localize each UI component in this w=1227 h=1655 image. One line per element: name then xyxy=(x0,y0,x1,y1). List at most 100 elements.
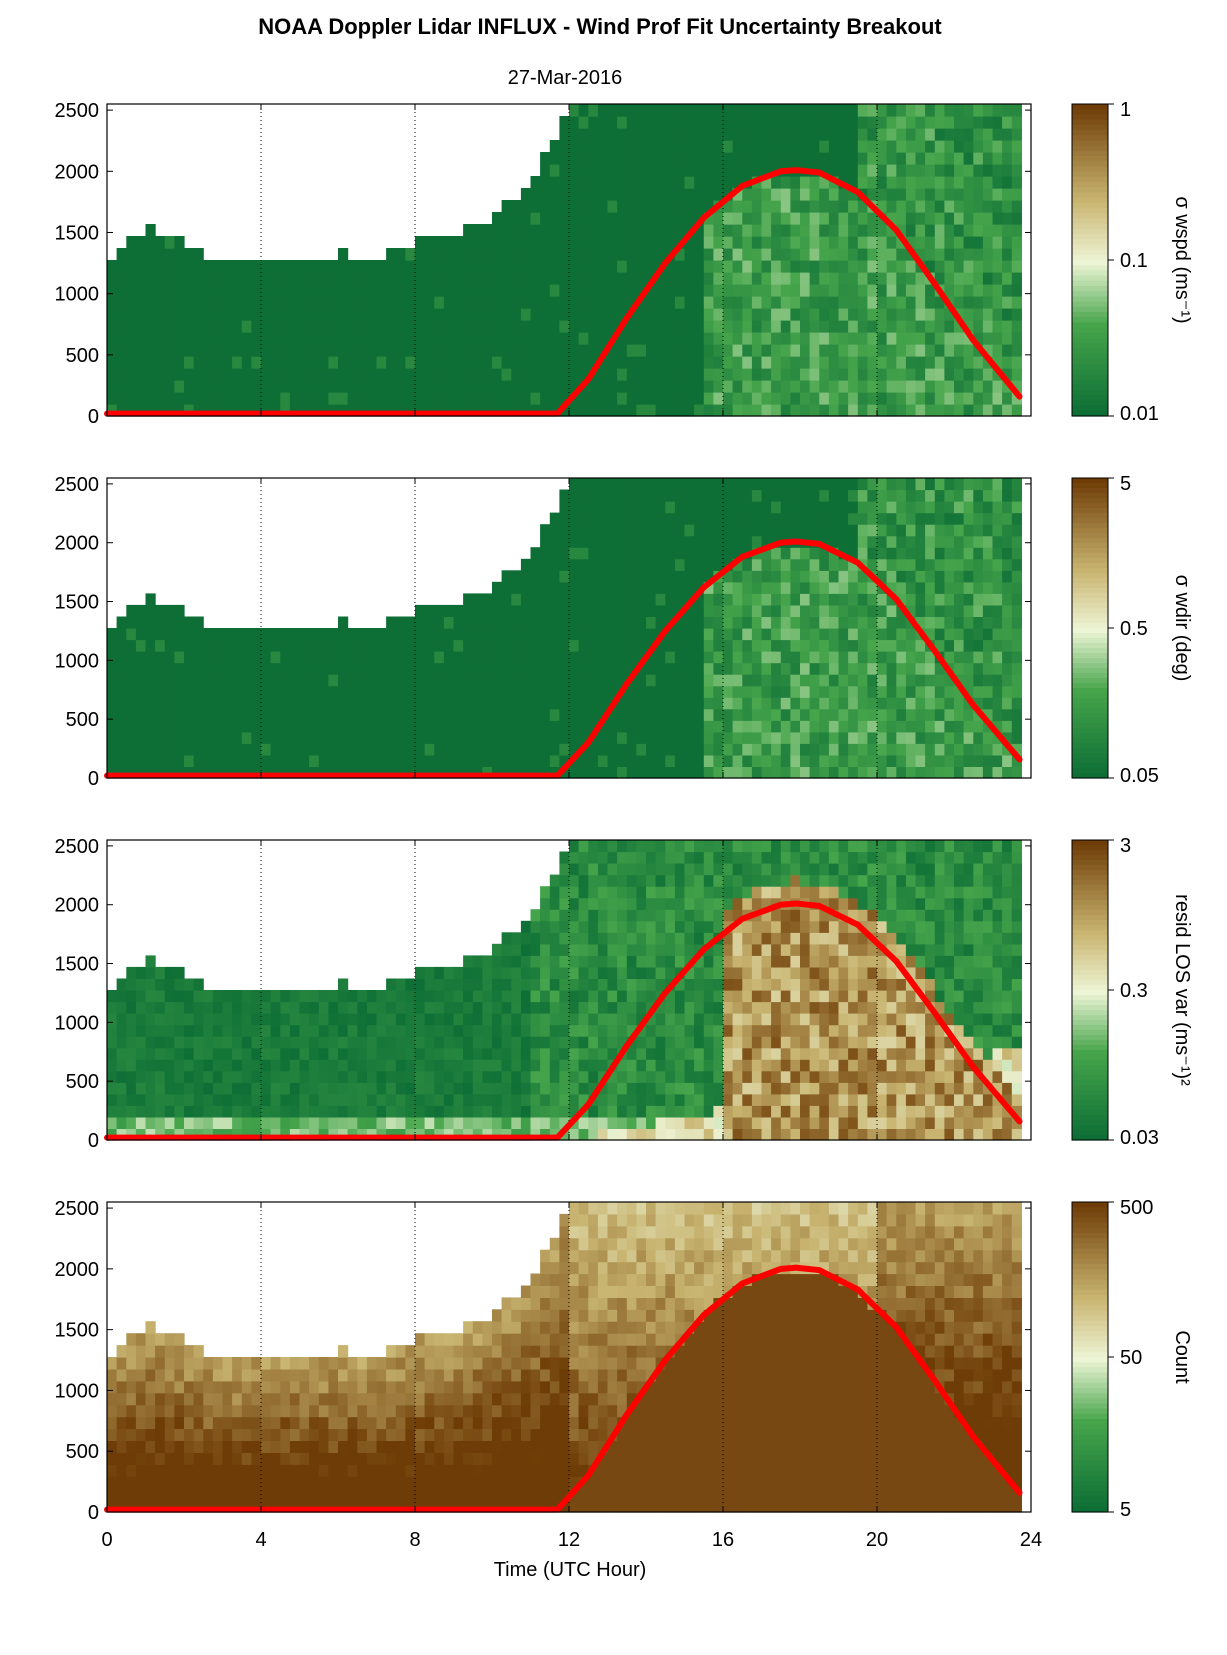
heatmap-cell xyxy=(540,296,551,309)
heatmap-cell xyxy=(184,308,195,321)
heatmap-cell xyxy=(492,1105,503,1118)
heatmap-cell xyxy=(867,260,878,273)
heatmap-cell xyxy=(905,368,917,381)
heatmap-cell xyxy=(299,1059,310,1072)
heatmap-cell xyxy=(973,766,984,779)
heatmap-cell xyxy=(588,1105,599,1118)
heatmap-cell xyxy=(896,581,907,594)
heatmap-cell xyxy=(838,685,849,698)
heatmap-cell xyxy=(944,639,955,652)
heatmap-cell xyxy=(674,200,686,213)
heatmap-cell xyxy=(357,1082,368,1095)
heatmap-cell xyxy=(299,356,310,369)
heatmap-cell xyxy=(809,320,820,333)
heatmap-cell xyxy=(915,754,926,767)
heatmap-cell xyxy=(963,558,974,571)
heatmap-cell xyxy=(588,1001,599,1014)
heatmap-cell xyxy=(905,320,917,333)
heatmap-cell xyxy=(954,368,965,381)
heatmap-cell xyxy=(982,547,994,560)
heatmap-cell xyxy=(366,1059,378,1072)
heatmap-cell xyxy=(617,966,628,979)
heatmap-cell xyxy=(174,1128,185,1141)
heatmap-cell xyxy=(761,662,772,675)
heatmap-cell xyxy=(203,308,214,321)
heatmap-cell xyxy=(453,260,464,273)
heatmap-cell xyxy=(107,1024,118,1037)
heatmap-cell xyxy=(559,662,570,675)
heatmap-cell xyxy=(848,501,859,514)
heatmap-cell xyxy=(607,840,618,853)
heatmap-cell xyxy=(982,404,994,417)
heatmap-cell xyxy=(338,248,349,261)
heatmap-cell xyxy=(1002,570,1013,583)
heatmap-cell xyxy=(597,380,609,393)
heatmap-cell xyxy=(270,344,281,357)
heatmap-cell xyxy=(261,1059,272,1072)
heatmap-cell xyxy=(963,731,974,744)
heatmap-cell xyxy=(492,754,503,767)
heatmap-cell xyxy=(155,662,166,675)
heatmap-cell xyxy=(261,708,272,721)
heatmap-cell xyxy=(1011,128,1022,141)
heatmap-cell xyxy=(338,708,349,721)
heatmap-cell xyxy=(607,943,618,956)
heatmap-cell xyxy=(540,720,551,733)
heatmap-cell xyxy=(318,743,329,756)
heatmap-cell xyxy=(520,990,532,1003)
heatmap-cell xyxy=(578,260,589,273)
heatmap-cell xyxy=(828,651,840,664)
heatmap-cell xyxy=(963,284,974,297)
heatmap-cell xyxy=(626,558,637,571)
heatmap-cell xyxy=(742,558,753,571)
heatmap-cell xyxy=(607,593,618,606)
heatmap-cell xyxy=(723,662,734,675)
heatmap-cell xyxy=(992,344,1003,357)
heatmap-cell xyxy=(646,236,657,249)
heatmap-cell xyxy=(809,260,820,273)
heatmap-cell xyxy=(357,380,368,393)
heatmap-cell xyxy=(376,708,387,721)
colorbar-cell xyxy=(1072,488,1108,494)
heatmap-cell xyxy=(819,766,830,779)
heatmap-cell xyxy=(280,743,291,756)
heatmap-cell xyxy=(607,501,618,514)
heatmap-cell xyxy=(713,404,724,417)
heatmap-cell xyxy=(809,332,820,345)
heatmap-cell xyxy=(636,616,647,629)
heatmap-cell xyxy=(790,720,801,733)
heatmap-cell xyxy=(809,200,820,213)
heatmap-cell xyxy=(954,104,965,117)
heatmap-cell xyxy=(934,212,945,225)
heatmap-cell xyxy=(520,708,532,721)
heatmap-cell xyxy=(597,639,609,652)
heatmap-cell xyxy=(925,320,936,333)
heatmap-cell xyxy=(289,356,301,369)
heatmap-cell xyxy=(559,489,570,502)
heatmap-cell xyxy=(626,731,637,744)
heatmap-cell xyxy=(251,308,262,321)
colorbar-cell xyxy=(1072,698,1108,704)
heatmap-cell xyxy=(703,140,714,153)
heatmap-cell xyxy=(954,581,965,594)
heatmap-cell xyxy=(424,1059,435,1072)
heatmap-cell xyxy=(107,651,118,664)
colorbar-cell xyxy=(1072,327,1108,334)
heatmap-cell xyxy=(357,990,368,1003)
heatmap-cell xyxy=(434,1013,445,1026)
heatmap-cell xyxy=(694,368,705,381)
heatmap-cell xyxy=(578,886,589,899)
heatmap-cell xyxy=(107,1070,118,1083)
heatmap-cell xyxy=(126,978,137,991)
heatmap-cell xyxy=(386,1070,397,1083)
heatmap-cell xyxy=(453,356,464,369)
heatmap-cell xyxy=(232,708,243,721)
heatmap-cell xyxy=(434,766,445,779)
heatmap-cell xyxy=(780,558,791,571)
heatmap-cell xyxy=(838,628,849,641)
colorbar-cell xyxy=(1072,598,1108,604)
heatmap-cell xyxy=(463,708,474,721)
heatmap-cell xyxy=(415,651,426,664)
heatmap-cell xyxy=(453,1024,464,1037)
heatmap-cell xyxy=(915,284,926,297)
